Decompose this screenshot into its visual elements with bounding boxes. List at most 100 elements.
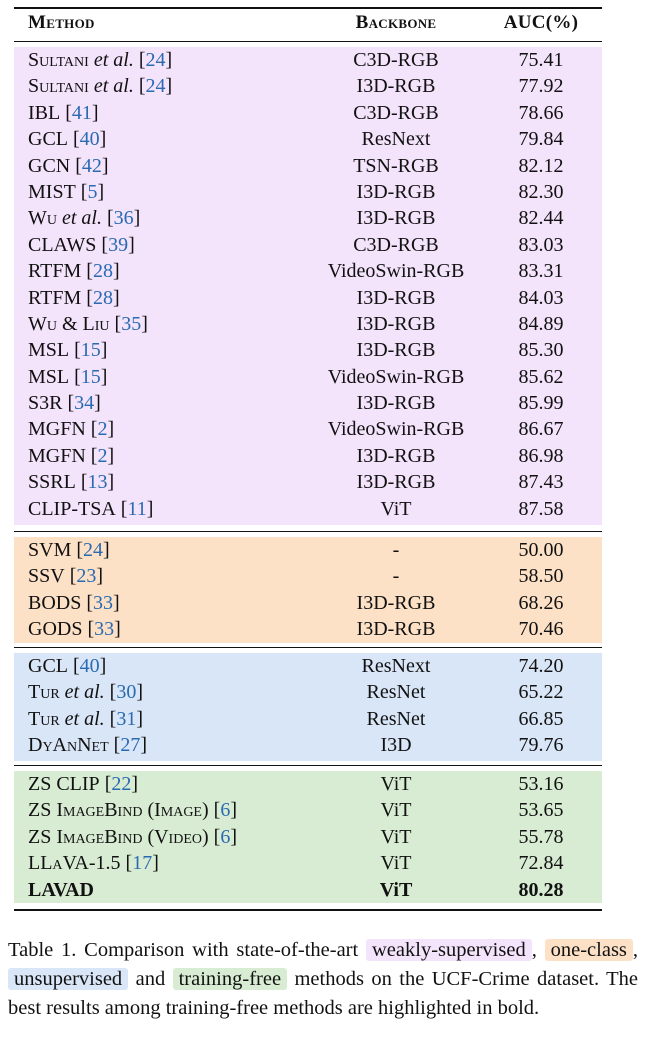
citation-link[interactable]: 40 bbox=[79, 128, 100, 151]
backbone-cell: I3D-RGB bbox=[356, 444, 436, 467]
citation-link[interactable]: 31 bbox=[116, 707, 137, 730]
citation-link[interactable]: 33 bbox=[93, 591, 114, 614]
backbone-cell: I3D-RGB bbox=[356, 207, 436, 230]
method-name: ZS CLIP bbox=[28, 773, 100, 795]
citation-link[interactable]: 39 bbox=[108, 233, 129, 256]
auc-cell: 77.92 bbox=[518, 75, 564, 98]
auc-cell: 85.62 bbox=[518, 365, 564, 388]
method-name: CLAWS bbox=[28, 233, 97, 256]
table-row: CLAWS [39] C3D-RGB 83.03 bbox=[14, 232, 602, 258]
backbone-cell: ResNet bbox=[366, 707, 426, 730]
table-row: MGFN [2] VideoSwin-RGB 86.67 bbox=[14, 416, 602, 442]
auc-cell: 68.26 bbox=[518, 591, 564, 614]
citation-link[interactable]: 6 bbox=[220, 799, 231, 822]
caption-suffix: methods on the UCF-Crime dataset. The be… bbox=[8, 968, 638, 1019]
citation-link[interactable]: 27 bbox=[120, 734, 141, 757]
group-separator-rule bbox=[14, 531, 602, 532]
method-name: ZS ImageBind (Video) bbox=[28, 825, 209, 848]
method-cell: IBL [41] bbox=[28, 101, 99, 124]
table-row: Sultani et al. [24] C3D-RGB 75.41 bbox=[14, 47, 602, 73]
citation-link[interactable]: 2 bbox=[97, 444, 108, 467]
method-suffix: et al. bbox=[59, 707, 105, 730]
citation-link[interactable]: 24 bbox=[145, 49, 166, 71]
method-cell: ZS CLIP [22] bbox=[28, 773, 139, 795]
method-cell: RTFM [28] bbox=[28, 260, 120, 283]
citation-link[interactable]: 24 bbox=[83, 539, 104, 561]
method-name: RTFM bbox=[28, 260, 82, 283]
citation-link[interactable]: 2 bbox=[97, 418, 108, 441]
citation-link[interactable]: 35 bbox=[121, 312, 142, 335]
citation-link[interactable]: 33 bbox=[94, 618, 115, 641]
citation-link[interactable]: 11 bbox=[127, 497, 147, 520]
method-cell: GCL [40] bbox=[28, 128, 107, 151]
caption-training-free: training-free bbox=[172, 968, 288, 990]
group-weakly-supervised: Sultani et al. [24] C3D-RGB 75.41 Sultani e… bbox=[14, 47, 602, 525]
method-cell: SSV [23] bbox=[28, 565, 104, 588]
method-cell: MGFN [2] bbox=[28, 418, 115, 441]
citation-link[interactable]: 28 bbox=[92, 260, 113, 283]
backbone-cell: VideoSwin-RGB bbox=[327, 260, 465, 283]
backbone-cell: ResNext bbox=[361, 128, 431, 151]
backbone-cell: I3D-RGB bbox=[356, 618, 436, 641]
citation-link[interactable]: 22 bbox=[111, 773, 132, 795]
method-cell: RTFM [28] bbox=[28, 286, 120, 309]
method-name: GCL bbox=[28, 128, 68, 151]
table-row: ZS ImageBind (Image) [6] ViT 53.65 bbox=[14, 797, 602, 823]
table-caption: Table 1. Comparison with state-of-the-ar… bbox=[8, 939, 639, 1019]
auc-cell: 82.30 bbox=[518, 180, 564, 203]
table-row: ZS CLIP [22] ViT 53.16 bbox=[14, 771, 602, 797]
table-row: LAVAD ViT 80.28 bbox=[14, 877, 602, 903]
citation-link[interactable]: 13 bbox=[87, 471, 108, 494]
citation-link[interactable]: 23 bbox=[76, 565, 97, 588]
auc-cell: 82.12 bbox=[518, 154, 564, 177]
citation-link[interactable]: 36 bbox=[113, 207, 134, 230]
method-suffix: et al. bbox=[88, 49, 134, 71]
table-row: GCL [40] ResNext 79.84 bbox=[14, 126, 602, 152]
citation-link[interactable]: 17 bbox=[132, 852, 153, 875]
citation-link[interactable]: 15 bbox=[80, 339, 101, 362]
method-cell: GCL [40] bbox=[28, 655, 107, 677]
auc-cell: 55.78 bbox=[518, 825, 564, 848]
method-name: Tur bbox=[28, 707, 60, 730]
citation-link[interactable]: 28 bbox=[92, 286, 113, 309]
citation-link[interactable]: 42 bbox=[81, 154, 102, 177]
method-name: CLIP-TSA bbox=[28, 497, 116, 520]
method-name: Sultani bbox=[28, 49, 89, 71]
group-separator-rule bbox=[14, 765, 602, 766]
table-top-rule bbox=[14, 7, 602, 9]
citation-link[interactable]: 24 bbox=[145, 75, 166, 98]
citation-link[interactable]: 30 bbox=[116, 681, 137, 704]
citation-link[interactable]: 34 bbox=[74, 392, 95, 415]
citation-link[interactable]: 15 bbox=[80, 365, 101, 388]
method-suffix: et al. bbox=[57, 207, 102, 230]
method-name: S3R bbox=[28, 392, 63, 415]
method-name: MGFN bbox=[28, 444, 86, 467]
method-suffix: et al. bbox=[59, 681, 105, 704]
header-rule bbox=[14, 41, 602, 42]
auc-cell: 50.00 bbox=[518, 539, 564, 561]
auc-cell: 85.99 bbox=[518, 392, 564, 415]
auc-cell: 82.44 bbox=[518, 207, 564, 230]
method-cell: DyAnNet [27] bbox=[28, 734, 147, 757]
table-row: BODS [33] I3D-RGB 68.26 bbox=[14, 590, 602, 616]
method-cell: MIST [5] bbox=[28, 180, 105, 203]
auc-cell: 87.43 bbox=[518, 471, 564, 494]
backbone-cell: I3D-RGB bbox=[356, 286, 436, 309]
auc-cell: 70.46 bbox=[518, 618, 564, 641]
auc-cell: 72.84 bbox=[518, 852, 564, 875]
method-name: Wu & Liu bbox=[28, 312, 110, 335]
citation-link[interactable]: 40 bbox=[79, 655, 100, 677]
backbone-cell: I3D-RGB bbox=[356, 471, 436, 494]
backbone-cell: I3D-RGB bbox=[356, 180, 436, 203]
group-one-class: SVM [24] - 50.00 SSV [23] - 58.50 BODS [33] I3D… bbox=[14, 537, 602, 643]
method-name: LAVAD bbox=[28, 878, 94, 901]
group-separator-rule bbox=[14, 647, 602, 648]
method-cell: LLaVA-1.5 [17] bbox=[28, 852, 159, 875]
auc-cell: 66.85 bbox=[518, 707, 564, 730]
citation-link[interactable]: 6 bbox=[220, 825, 231, 848]
table-row: Wu & Liu [35] I3D-RGB 84.89 bbox=[14, 311, 602, 337]
auc-cell: 83.03 bbox=[518, 233, 564, 256]
method-name: GCL bbox=[28, 655, 68, 677]
citation-link[interactable]: 41 bbox=[71, 101, 92, 124]
citation-link[interactable]: 5 bbox=[87, 180, 98, 203]
